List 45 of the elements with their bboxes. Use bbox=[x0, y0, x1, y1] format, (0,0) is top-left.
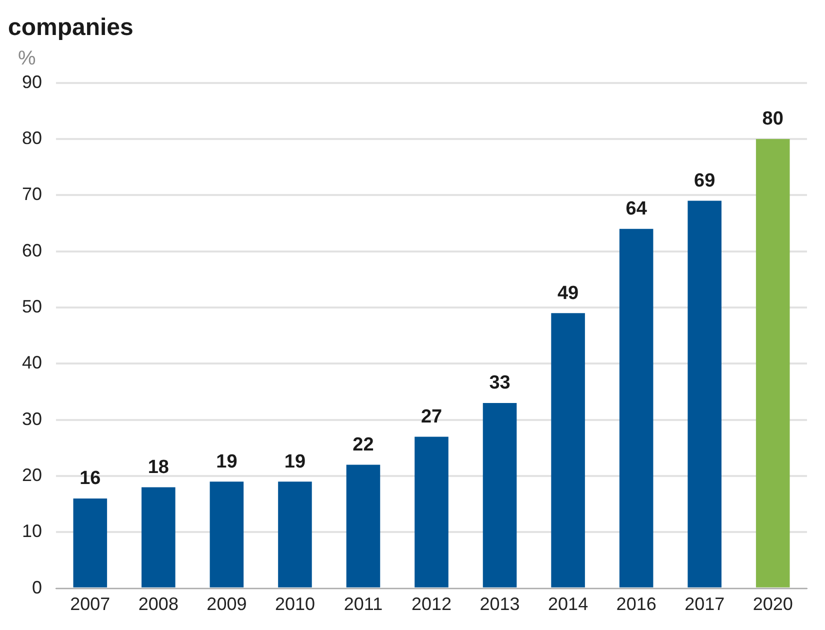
bar bbox=[482, 403, 517, 588]
data-label: 18 bbox=[148, 457, 169, 478]
x-tick-label: 2010 bbox=[274, 594, 315, 614]
x-tick-label: 2009 bbox=[206, 594, 247, 614]
y-tick-label: 50 bbox=[22, 296, 42, 316]
data-label: 22 bbox=[352, 434, 374, 456]
data-label: 33 bbox=[489, 372, 510, 394]
bar bbox=[551, 313, 585, 588]
y-tick-label: 30 bbox=[22, 408, 42, 429]
data-label: 19 bbox=[216, 451, 238, 472]
x-tick-label: 2011 bbox=[344, 594, 383, 614]
x-tick-label: 2013 bbox=[480, 594, 520, 614]
data-label: 19 bbox=[284, 451, 306, 472]
data-label: 80 bbox=[762, 108, 784, 130]
y-tick-label: 20 bbox=[22, 465, 42, 486]
data-label: 49 bbox=[557, 282, 579, 304]
bar bbox=[142, 487, 176, 588]
bar bbox=[210, 482, 244, 588]
y-tick-label: 70 bbox=[22, 184, 42, 204]
y-tick-label: 0 bbox=[32, 577, 42, 598]
y-tick-label: 80 bbox=[22, 128, 42, 148]
bar bbox=[73, 498, 108, 588]
bar bbox=[688, 200, 722, 588]
data-label: 27 bbox=[420, 406, 442, 428]
bar bbox=[414, 436, 448, 588]
y-tick-label: 90 bbox=[22, 72, 42, 92]
y-tick-label: 40 bbox=[22, 352, 42, 373]
x-tick-label: 2016 bbox=[616, 594, 656, 614]
chart-title: companies bbox=[8, 14, 134, 42]
x-tick-label: 2017 bbox=[684, 594, 725, 614]
x-tick-label: 2020 bbox=[752, 594, 793, 614]
data-label: 16 bbox=[80, 468, 101, 490]
bar bbox=[756, 138, 790, 588]
y-tick-label: 60 bbox=[22, 240, 42, 260]
x-tick-label: 2012 bbox=[411, 594, 452, 614]
x-tick-label: 2014 bbox=[548, 594, 588, 614]
bar bbox=[619, 228, 654, 588]
bar bbox=[346, 464, 380, 588]
y-axis-title: % bbox=[18, 47, 36, 70]
bar bbox=[278, 482, 312, 588]
y-tick-label: 10 bbox=[22, 521, 42, 542]
x-tick-label: 2007 bbox=[70, 594, 110, 614]
data-label: 64 bbox=[626, 198, 648, 220]
data-label: 69 bbox=[694, 170, 716, 192]
x-tick-label: 2008 bbox=[138, 594, 178, 614]
